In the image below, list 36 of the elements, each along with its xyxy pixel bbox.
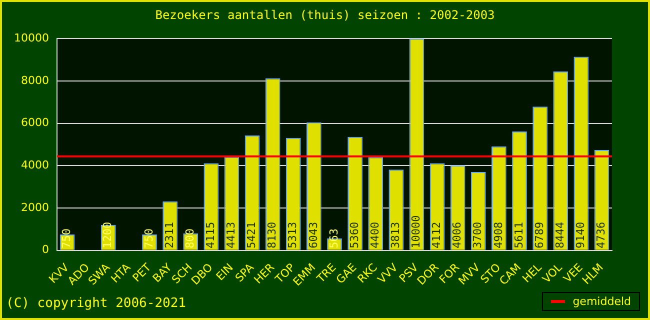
data-label: 800 — [183, 228, 196, 248]
data-label: 6789 — [532, 222, 546, 248]
y-tick-label: 10000 — [14, 31, 49, 44]
data-label: 8130 — [266, 222, 279, 248]
data-label: 750 — [60, 228, 74, 248]
data-label: 1200 — [101, 222, 114, 248]
data-label: 4413 — [224, 222, 238, 248]
y-tick-label: 6000 — [20, 116, 49, 130]
y-tick-label: 2000 — [20, 200, 49, 214]
y-tick-label: 0 — [42, 243, 49, 256]
data-label: 8444 — [553, 221, 566, 248]
data-label: 4006 — [450, 222, 464, 248]
data-label: 750 — [142, 228, 156, 248]
data-label: 9140 — [574, 222, 588, 248]
data-label: 6043 — [306, 222, 320, 248]
data-label: 5421 — [245, 222, 258, 248]
data-label: 4112 — [430, 222, 444, 248]
text: (C) copyright 2006-2021 — [6, 296, 186, 311]
x-tick-label: HTA — [108, 260, 134, 286]
data-label: 4908 — [492, 222, 505, 248]
chart-title: Bezoekers aantallen (thuis) seizoen : 2002-2003 — [154, 8, 496, 22]
x-tick-label: EIN — [214, 260, 236, 284]
data-label: 4400 — [368, 222, 382, 248]
legend-label: gemiddeld — [572, 295, 631, 308]
y-tick-label: 4000 — [20, 158, 49, 172]
data-label: 10000 — [410, 215, 423, 248]
data-label: 3813 — [389, 222, 402, 248]
data-label: 2311 — [162, 222, 176, 248]
data-label: 5611 — [512, 222, 526, 248]
data-label: 563 — [327, 228, 340, 248]
y-tick-label: 8000 — [20, 74, 49, 87]
data-label: 3700 — [471, 222, 484, 248]
data-label: 5360 — [348, 222, 361, 248]
data-label: 5313 — [286, 222, 300, 248]
data-label: 4736 — [594, 222, 608, 248]
data-label: 4115 — [204, 222, 218, 248]
